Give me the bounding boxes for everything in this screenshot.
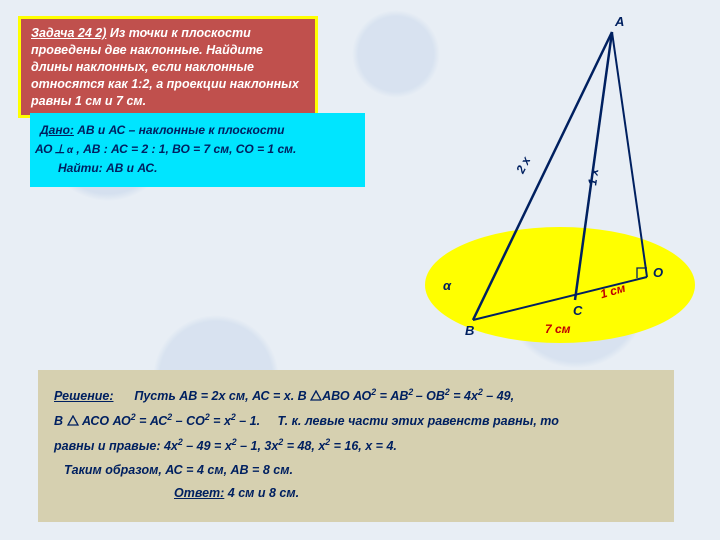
sol-line5: Ответ: 4 см и 8 см. [54,482,658,506]
sol-line4: Таким образом, АС = 4 см, АВ = 8 см. [54,459,658,483]
given-box: Дано: АВ и АС – наклонные к плоскости АО… [30,113,365,187]
sol-l5b: 4 см и 8 см. [224,486,299,500]
given-line3: Найти: АВ и АС. [40,159,355,178]
task-prefix: Задача 24 2) [31,26,106,40]
sol-l3: равны и правые: 4х [54,439,178,453]
solution-box: Решение: Пусть АВ = 2х см, АС = х. В АВО… [38,370,674,522]
given-l2-rest: , АВ : АС = 2 : 1, ВО = 7 см, СО = 1 см. [73,142,296,156]
sol-l4: Таким образом, АС = 4 см, АВ = 8 см. [64,463,293,477]
diagram-label: О [653,265,663,280]
diagram-label: В [465,323,474,338]
triangle-icon [67,411,79,435]
sol-l1-f: = 4х [450,389,478,403]
sol-l3b: – 49 = х [183,439,232,453]
diagram-label: α [443,278,451,293]
sol-l3c: – 1, 3х [237,439,279,453]
sol-l1-prefix: Решение: [54,389,114,403]
sol-l2-c: = АС [136,414,168,428]
geometry-diagram: АВСОα2 х1 х1 см7 см [415,20,705,350]
perp-icon: ⊥ [52,142,66,156]
sol-l1-d: = АВ [376,389,408,403]
sol-line2: В АСО АО2 = АС2 – СО2 = х2 – 1. Т. к. ле… [54,409,658,434]
sol-l1-g: – 49, [483,389,514,403]
sup-2: 2 [408,387,415,397]
given-l2-a: АО [35,142,52,156]
sol-l2-e: = х [210,414,231,428]
sol-l2-a: В [54,414,67,428]
sol-l2-g: Т. к. левые части этих равенств равны, т… [277,414,558,428]
sol-l3d: = 48, х [283,439,325,453]
sol-l5a: Ответ: [174,486,224,500]
sol-l2-f: – 1. [236,414,260,428]
diagram-label: 7 см [545,322,571,336]
sol-l3e: = 16, х = 4. [330,439,397,453]
given-line2: АО⊥α , АВ : АС = 2 : 1, ВО = 7 см, СО = … [35,140,355,159]
sol-l2-d: – СО [172,414,205,428]
given-line1: Дано: АВ и АС – наклонные к плоскости [40,121,355,140]
diagram-label: С [573,303,582,318]
sol-l1-b: Пусть АВ = 2х см, АС = х. В [134,389,310,403]
diagram-label: 1 х [585,168,601,186]
sol-l1-e: – ОВ [416,389,445,403]
given-l1-rest: АВ и АС – наклонные к плоскости [74,123,285,137]
task-box: Задача 24 2) Из точки к плоскости провед… [18,16,318,118]
sol-l2-b: АСО АО [79,414,131,428]
sol-l1-c: АВО АО [322,389,371,403]
given-l3: Найти: АВ и АС. [58,161,157,175]
diagram-label: А [615,14,624,29]
given-prefix: Дано: [40,123,74,137]
sol-line1: Решение: Пусть АВ = 2х см, АС = х. В АВО… [54,384,658,409]
diagram-svg [415,20,705,350]
sol-line3: равны и правые: 4х2 – 49 = х2 – 1, 3х2 =… [54,434,658,459]
triangle-icon [310,386,322,410]
